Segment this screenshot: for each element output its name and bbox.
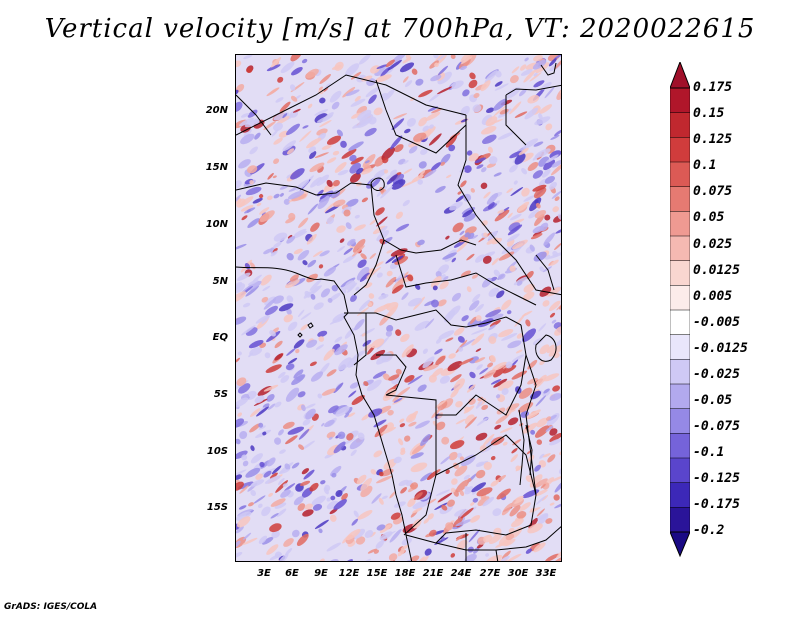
- colorbar-cell-16: [670, 482, 690, 509]
- colorbar-cell-12: [670, 383, 690, 410]
- lat-label-EQ: EQ: [212, 332, 228, 343]
- colorbar-cell-0: [670, 87, 690, 114]
- colorbar-cell-1: [670, 112, 690, 139]
- colorbar-label-1: 0.15: [693, 106, 725, 121]
- colorbar-cell-2: [670, 137, 690, 163]
- colorbar-label-8: 0.005: [693, 289, 733, 304]
- lat-label-20N: 20N: [205, 105, 228, 116]
- lon-label-6E: 6E: [285, 568, 299, 579]
- colorbar-cell-13: [670, 408, 690, 435]
- footer-credit: GrADS: IGES/COLA: [4, 602, 98, 612]
- lat-label-5N: 5N: [212, 276, 228, 287]
- colorbar-cell-5: [670, 211, 690, 237]
- colorbar-top-triangle: [670, 62, 690, 89]
- country-borders: [236, 62, 561, 561]
- colorbar-label-14: -0.1: [693, 445, 725, 460]
- colorbar-label-11: -0.025: [693, 367, 740, 382]
- colorbar-bottom-triangle: [670, 531, 690, 558]
- colorbar-label-7: 0.0125: [693, 263, 740, 278]
- colorbar-cell-14: [670, 433, 690, 459]
- colorbar-label-17: -0.2: [693, 523, 725, 538]
- colorbar-label-15: -0.125: [693, 471, 740, 486]
- colorbar-cell-7: [670, 260, 690, 287]
- lat-label-15N: 15N: [205, 162, 228, 173]
- colorbar-cell-17: [670, 507, 690, 533]
- colorbar-label-13: -0.075: [693, 419, 740, 434]
- map-panel: [235, 54, 562, 562]
- colorbar-label-3: 0.1: [693, 158, 717, 173]
- lon-label-24E: 24E: [450, 568, 472, 579]
- colorbar-label-16: -0.175: [693, 497, 740, 512]
- colorbar-label-12: -0.05: [693, 393, 733, 408]
- lon-label-9E: 9E: [314, 568, 328, 579]
- colorbar-cell-4: [670, 186, 690, 213]
- colorbar-cell-10: [670, 334, 690, 361]
- colorbar: [670, 62, 690, 558]
- colorbar-label-0: 0.175: [693, 80, 733, 95]
- lat-label-5S: 5S: [213, 389, 228, 400]
- lon-label-12E: 12E: [338, 568, 360, 579]
- lat-label-10N: 10N: [205, 219, 228, 230]
- colorbar-cell-15: [670, 457, 690, 484]
- colorbar-label-2: 0.125: [693, 132, 733, 147]
- colorbar-label-6: 0.025: [693, 237, 733, 252]
- lon-label-15E: 15E: [366, 568, 388, 579]
- lat-label-15S: 15S: [206, 502, 228, 513]
- lat-label-10S: 10S: [206, 446, 228, 457]
- lon-label-18E: 18E: [394, 568, 416, 579]
- vertical-velocity-field: [236, 55, 561, 561]
- lon-label-3E: 3E: [257, 568, 271, 579]
- lon-label-21E: 21E: [422, 568, 444, 579]
- colorbar-label-4: 0.075: [693, 184, 733, 199]
- colorbar-label-9: -0.005: [693, 315, 740, 330]
- colorbar-cell-9: [670, 309, 690, 336]
- velocity-shading: [236, 55, 561, 561]
- lon-label-33E: 33E: [535, 568, 557, 579]
- colorbar-cell-3: [670, 161, 690, 188]
- colorbar-cell-8: [670, 285, 690, 311]
- colorbar-cell-11: [670, 359, 690, 385]
- colorbar-label-10: -0.0125: [693, 341, 748, 356]
- lon-label-30E: 30E: [507, 568, 529, 579]
- chart-title: Vertical velocity [m/s] at 700hPa, VT: 2…: [44, 14, 756, 44]
- lon-label-27E: 27E: [479, 568, 501, 579]
- colorbar-label-5: 0.05: [693, 210, 725, 225]
- colorbar-cell-6: [670, 235, 690, 262]
